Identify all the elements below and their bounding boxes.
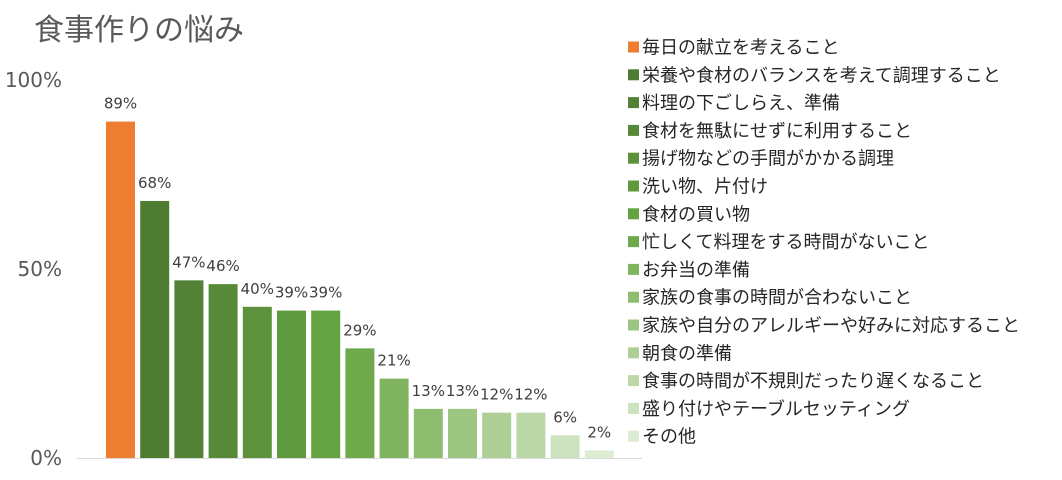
data-label: 46% [206,257,239,275]
legend: 毎日の献立を考えること栄養や食材のバランスを考えて調理すること料理の下ごしらえ、… [628,38,1020,448]
data-label: 6% [553,408,577,426]
bar [242,306,272,458]
y-axis: 0% 50% 100% [5,68,62,470]
legend-swatch [628,430,639,442]
bar [550,435,580,458]
legend-label: 食材を無駄にせずに利用すること [642,121,912,142]
legend-swatch [628,69,639,81]
bar-series [106,121,614,458]
bar [584,450,614,458]
bar [516,412,546,458]
chart-title: 食事作りの悩み [34,13,244,48]
y-tick-label: 0% [30,446,62,470]
legend-swatch [628,152,639,164]
legend-swatch [628,236,639,248]
legend-label: 忙しくて料理をする時間がないこと [642,232,929,253]
legend-swatch [628,347,639,359]
legend-swatch [628,208,639,220]
legend-label: 洗い物、片付け [642,177,768,198]
legend-swatch [628,263,639,275]
data-label: 13% [446,382,479,400]
legend-label: その他 [642,427,696,448]
legend-label: 栄養や食材のバランスを考えて調理すること [642,65,1001,86]
data-label: 21% [377,352,410,370]
y-tick-label: 50% [18,257,62,281]
data-labels: 89%68%47% 46%40% 39% 39%29%21%13% 13% 12% 12%6… [104,95,611,442]
legend-label: 料理の下ごしらえ、準備 [642,93,840,114]
legend-label: 毎日の献立を考えること [642,38,839,59]
bar [277,310,306,458]
bar [345,348,375,458]
legend-label: お弁当の準備 [642,260,750,281]
bar [140,200,170,458]
data-label: 12% [480,386,513,404]
data-label: 89% [104,95,137,113]
legend-label: 揚げ物などの手間がかかる調理 [642,149,894,170]
data-label: 12% [514,386,547,404]
data-label: 68% [138,174,171,192]
legend-swatch [628,402,639,414]
y-tick-label: 100% [5,68,62,92]
legend-swatch [628,375,639,387]
bar [448,408,477,458]
legend-swatch [628,319,639,331]
legend-swatch [628,41,639,53]
legend-label: 盛り付けやテーブルセッティング [642,398,910,420]
data-label: 47% [172,253,205,271]
bar [174,280,204,458]
bar [208,284,238,458]
legend-label: 食事の時間が不規則だったり遅くなること [642,371,984,392]
bar [379,378,409,458]
legend-label: 食材の買い物 [642,204,750,225]
data-label: 39% [275,284,308,302]
legend-swatch [628,180,639,192]
data-label: 39% [309,284,342,302]
legend-label: 家族や自分のアレルギーや好みに対応すること [642,316,1020,337]
bar [106,121,135,458]
bar [413,408,443,458]
legend-label: 朝食の準備 [642,343,732,364]
legend-label: 家族の食事の時間が合わないこと [642,288,912,309]
data-label: 40% [241,280,274,298]
data-label: 29% [343,321,376,339]
legend-swatch [628,291,639,303]
data-label: 13% [412,382,445,400]
bar [311,310,341,458]
data-label: 2% [587,423,611,441]
bar [482,412,512,458]
legend-swatch [628,97,639,109]
legend-swatch [628,124,639,136]
